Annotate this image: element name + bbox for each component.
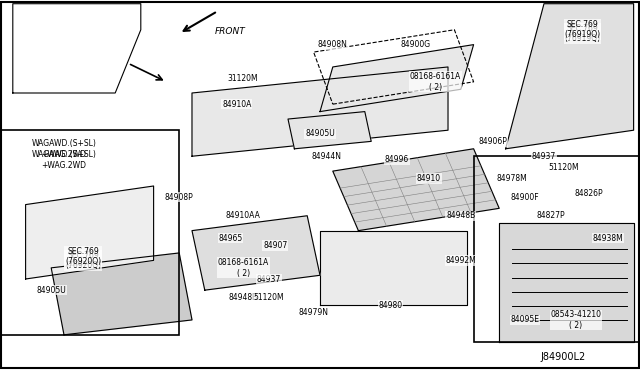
Text: 84996: 84996 — [385, 155, 409, 164]
Text: SEC.769
(76920Q): SEC.769 (76920Q) — [65, 247, 101, 266]
Text: 08168-6161A
( 2): 08168-6161A ( 2) — [218, 258, 269, 278]
Text: 51120M: 51120M — [253, 293, 284, 302]
Text: 84910AA: 84910AA — [226, 211, 260, 220]
Polygon shape — [320, 231, 467, 305]
Text: 84905U: 84905U — [36, 286, 66, 295]
Text: 84910: 84910 — [417, 174, 441, 183]
Text: 84908P: 84908P — [165, 193, 193, 202]
Text: 84826P: 84826P — [575, 189, 603, 198]
Text: 08543-41210
( 2): 08543-41210 ( 2) — [550, 310, 602, 330]
Text: SEC.769
(76920Q): SEC.769 (76920Q) — [65, 251, 101, 270]
Text: 84948B: 84948B — [446, 211, 476, 220]
Polygon shape — [51, 253, 192, 335]
Polygon shape — [333, 149, 499, 231]
Text: 84907: 84907 — [263, 241, 287, 250]
Text: 84980: 84980 — [378, 301, 403, 310]
Text: 84937: 84937 — [532, 152, 556, 161]
Text: 84827P: 84827P — [536, 211, 564, 220]
Text: 84992M: 84992M — [445, 256, 476, 265]
Text: J84900L2: J84900L2 — [541, 352, 586, 362]
Polygon shape — [26, 186, 154, 279]
Text: 84938M: 84938M — [593, 234, 623, 243]
Text: 84095E: 84095E — [510, 315, 540, 324]
Text: SEC.769
(76919Q): SEC.769 (76919Q) — [564, 20, 600, 39]
Text: 84979N: 84979N — [299, 308, 328, 317]
Text: 84908N: 84908N — [318, 40, 348, 49]
Text: 84900F: 84900F — [511, 193, 539, 202]
Polygon shape — [288, 112, 371, 149]
Text: 08168-6161A
( 2): 08168-6161A ( 2) — [410, 72, 461, 92]
Text: SEC.769
(76919Q): SEC.769 (76919Q) — [564, 24, 600, 43]
Text: 84944N: 84944N — [312, 152, 341, 161]
Text: WAGAWD.(S+SL)
+WAG.2WD: WAGAWD.(S+SL) +WAG.2WD — [31, 150, 97, 170]
Bar — [0, 130, 179, 335]
Text: 84978M: 84978M — [497, 174, 527, 183]
Text: WAGAWD.(S+SL)
+WAG.2WD: WAGAWD.(S+SL) +WAG.2WD — [31, 139, 97, 158]
Polygon shape — [192, 67, 448, 156]
Text: FRONT: FRONT — [214, 27, 245, 36]
Polygon shape — [320, 45, 474, 112]
Text: 84900G: 84900G — [401, 40, 431, 49]
Bar — [474, 156, 640, 342]
Text: 84965: 84965 — [218, 234, 243, 243]
Polygon shape — [192, 216, 320, 290]
Text: 84905U: 84905U — [305, 129, 335, 138]
Polygon shape — [499, 223, 634, 342]
Text: 84910A: 84910A — [222, 100, 252, 109]
Text: 31120M: 31120M — [228, 74, 259, 83]
Polygon shape — [506, 4, 634, 149]
Text: 84906P: 84906P — [478, 137, 508, 146]
Text: 51120M: 51120M — [548, 163, 579, 172]
Text: 84937: 84937 — [257, 275, 281, 283]
Text: 84948B: 84948B — [228, 293, 258, 302]
